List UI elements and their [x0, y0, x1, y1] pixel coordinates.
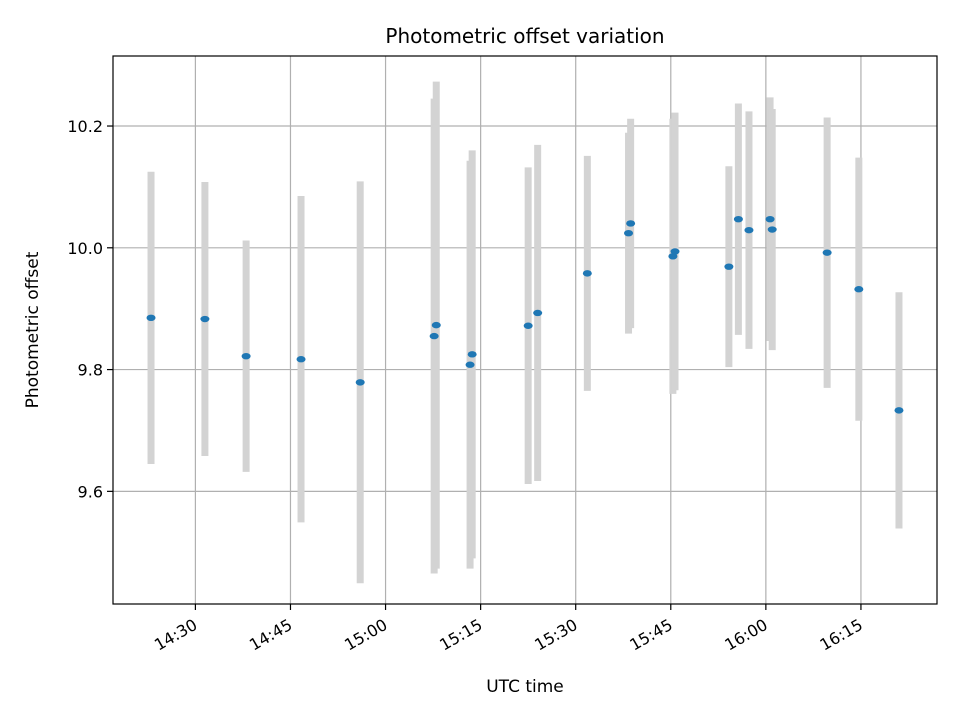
plot-frame — [112, 55, 938, 605]
y-tick-label: 10.2 — [67, 117, 103, 136]
data-point — [355, 379, 365, 386]
data-point — [767, 226, 777, 233]
y-tick-label: 10.0 — [67, 239, 103, 258]
chart-title: Photometric offset variation — [385, 24, 664, 48]
y-axis-label: Photometric offset — [23, 251, 43, 408]
data-point — [200, 315, 210, 323]
data-point — [431, 321, 441, 329]
y-tick-label: 9.6 — [78, 482, 103, 501]
data-point — [582, 270, 592, 277]
data-point — [626, 220, 636, 227]
y-axis-ticks: 9.6 9.8 10.0 10.2 — [67, 117, 113, 501]
x-axis-label: UTC time — [486, 677, 564, 697]
data-point — [724, 263, 734, 270]
data-point — [624, 229, 634, 237]
data-point — [465, 361, 475, 368]
data-point — [429, 332, 439, 340]
data-points — [146, 215, 904, 414]
data-point — [744, 226, 754, 234]
data-point — [733, 215, 743, 223]
data-point — [670, 248, 680, 255]
data-point — [467, 351, 477, 358]
data-point — [668, 253, 678, 260]
data-point — [894, 407, 904, 414]
data-point — [854, 286, 864, 293]
data-point — [822, 249, 832, 256]
y-tick-label: 9.8 — [78, 361, 103, 380]
data-point — [296, 356, 306, 363]
data-point — [765, 215, 775, 223]
data-point — [146, 314, 156, 322]
data-point — [533, 309, 543, 317]
data-point — [241, 352, 251, 360]
data-point — [523, 322, 533, 329]
